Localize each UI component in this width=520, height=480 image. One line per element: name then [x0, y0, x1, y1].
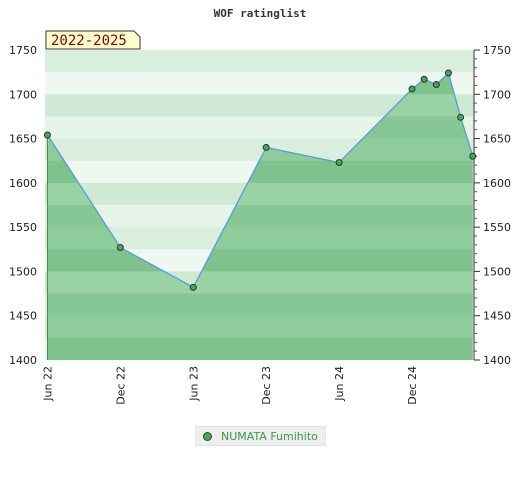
right-axis: 1400 1450 1500 1550 1600 1650 1700 1750	[473, 44, 511, 367]
y-tick-label-right: 1600	[483, 177, 511, 190]
data-point	[432, 81, 440, 89]
y-tick-label-left: 1700	[9, 88, 37, 101]
y-tick-label-left: 1400	[9, 354, 37, 367]
data-point	[457, 113, 465, 121]
data-point	[116, 244, 124, 252]
background-band	[45, 50, 474, 73]
y-tick-label-left: 1750	[9, 44, 37, 57]
y-tick-label-left: 1500	[9, 265, 37, 278]
data-point	[420, 75, 428, 83]
data-point	[469, 152, 477, 160]
left-axis: 1400 1450 1500 1550 1600 1650 1700 1750	[9, 44, 37, 367]
y-tick-label-right: 1450	[483, 310, 511, 323]
y-tick-label-right: 1500	[483, 265, 511, 278]
y-tick-label-left: 1550	[9, 221, 37, 234]
period-badge: 2022-2025	[45, 30, 141, 50]
background-band	[45, 94, 474, 117]
background-band	[45, 72, 474, 95]
data-point	[408, 85, 416, 93]
area-band	[47, 293, 473, 317]
x-tick-label: Jun 24	[333, 366, 346, 402]
area-band	[47, 249, 473, 272]
data-point	[189, 283, 197, 291]
x-axis: Jun 22 Dec 22 Jun 23 Dec 23 Jun 24 Dec 24	[41, 366, 419, 405]
data-points	[43, 69, 477, 291]
period-badge-label: 2022-2025	[51, 33, 127, 49]
y-tick-label-right: 1400	[483, 354, 511, 367]
legend-marker-icon	[203, 431, 212, 441]
data-point	[262, 143, 270, 151]
x-tick-label: Jun 23	[187, 366, 200, 402]
data-point	[43, 131, 51, 139]
area-band	[47, 271, 473, 295]
y-tick-label-right: 1550	[483, 221, 511, 234]
background-band	[45, 116, 474, 140]
x-tick-label: Dec 24	[406, 366, 419, 405]
legend: NUMATA Fumihito	[195, 426, 326, 446]
area-band	[47, 315, 473, 339]
y-tick-label-left: 1600	[9, 177, 37, 190]
legend-label: NUMATA Fumihito	[221, 429, 318, 443]
y-tick-label-right: 1750	[483, 44, 511, 57]
y-tick-label-right: 1650	[483, 133, 511, 146]
data-point	[335, 158, 343, 166]
x-tick-label: Dec 23	[260, 366, 273, 405]
y-tick-label-left: 1650	[9, 133, 37, 146]
chart-title: WOF ratinglist	[214, 7, 307, 20]
y-tick-label-left: 1450	[9, 310, 37, 323]
x-tick-label: Dec 22	[114, 366, 127, 405]
x-tick-label: Jun 22	[41, 366, 54, 402]
y-tick-label-right: 1700	[483, 88, 511, 101]
data-point	[444, 69, 452, 77]
area-band	[47, 337, 473, 361]
